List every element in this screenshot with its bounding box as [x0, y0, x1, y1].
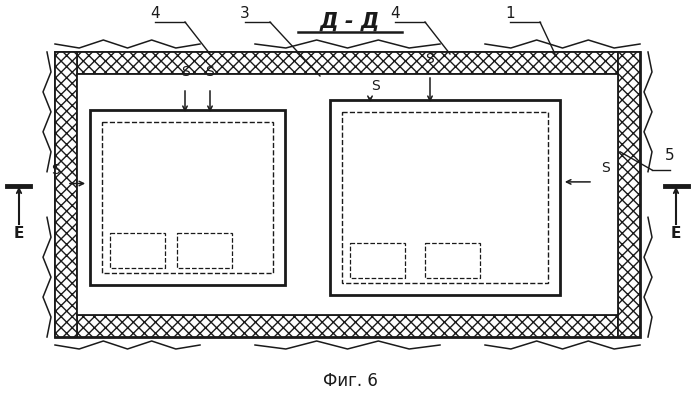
Text: S: S — [206, 65, 214, 79]
Bar — [342, 112, 548, 283]
Bar — [618, 52, 640, 337]
Bar — [177, 233, 232, 268]
Text: E: E — [14, 226, 24, 241]
Bar — [55, 52, 77, 337]
Text: S: S — [601, 161, 610, 175]
Text: 3: 3 — [240, 6, 250, 21]
Bar — [425, 243, 480, 278]
Text: Д - Д: Д - Д — [320, 12, 380, 32]
Bar — [77, 52, 618, 74]
Text: 5: 5 — [665, 148, 675, 163]
Bar — [55, 52, 640, 337]
Text: Фиг. 6: Фиг. 6 — [323, 372, 377, 390]
Bar — [102, 122, 273, 273]
Text: 1: 1 — [505, 6, 514, 21]
Bar — [90, 110, 285, 285]
Bar — [77, 315, 618, 337]
Text: 4: 4 — [390, 6, 400, 21]
Bar — [350, 243, 405, 278]
Text: S: S — [50, 162, 60, 177]
Text: E: E — [671, 226, 681, 241]
Text: 4: 4 — [150, 6, 160, 21]
Text: S: S — [370, 79, 379, 93]
Text: S: S — [181, 65, 190, 79]
Bar — [110, 233, 165, 268]
Bar — [77, 74, 618, 315]
Bar — [330, 100, 560, 295]
Text: S: S — [426, 52, 435, 66]
